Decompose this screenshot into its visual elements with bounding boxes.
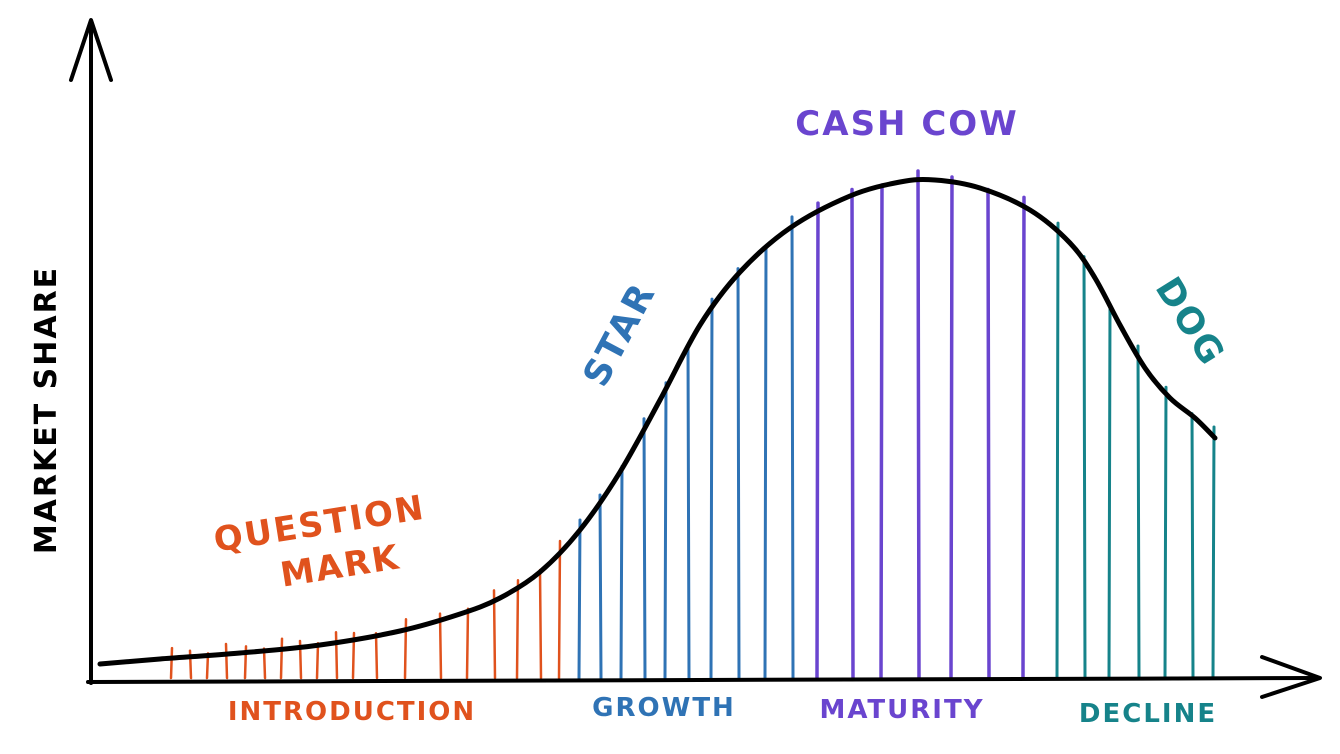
decline-hatch-line xyxy=(1055,221,1060,680)
introduction-hatch-line xyxy=(279,637,284,680)
introduction-hatch-line xyxy=(438,612,443,680)
question-mark-label: QUESTION MARK xyxy=(211,488,428,596)
stage-label-maturity: MATURITY xyxy=(819,695,984,725)
dog-label: DOG xyxy=(1147,270,1233,373)
growth-hatch-line xyxy=(619,464,624,680)
growth-hatch-line xyxy=(709,297,714,680)
decline-hatch-line xyxy=(1190,412,1195,680)
maturity-hatch-line xyxy=(1021,195,1026,680)
introduction-hatch-line xyxy=(334,630,339,680)
x-axis-arrowhead xyxy=(1260,655,1322,699)
introduction-hatch-line xyxy=(492,589,497,680)
cash-cow-label: CASH COW xyxy=(795,104,1018,144)
introduction-hatch-line xyxy=(169,646,174,680)
x-axis xyxy=(86,676,1320,684)
introduction-hatch-line xyxy=(465,607,470,680)
decline-hatching xyxy=(1055,221,1216,680)
lifecycle-curve xyxy=(97,176,1218,667)
decline-hatch-line xyxy=(1136,344,1141,680)
growth-hatch-line xyxy=(736,267,741,680)
introduction-hatch-line xyxy=(374,631,379,680)
stage-label-growth: GROWTH xyxy=(592,693,736,723)
decline-hatch-line xyxy=(1211,425,1216,680)
decline-hatch-line xyxy=(1082,255,1087,680)
introduction-hatch-line xyxy=(515,579,520,680)
maturity-hatch-line xyxy=(986,187,991,680)
introduction-hatch-line xyxy=(538,568,543,680)
maturity-hatch-line xyxy=(916,169,921,680)
growth-hatch-line xyxy=(577,518,582,680)
y-axis-label: MARKET SHARE xyxy=(29,266,64,554)
introduction-hatch-line xyxy=(262,647,267,680)
growth-hatch-line xyxy=(663,381,668,680)
stage-label-introduction: INTRODUCTION xyxy=(228,697,476,727)
maturity-hatch-line xyxy=(949,175,954,680)
growth-hatch-line xyxy=(763,245,768,680)
maturity-hatch-line xyxy=(815,201,820,680)
decline-hatch-line xyxy=(1163,385,1168,680)
star-label: STAR xyxy=(576,276,664,394)
growth-hatch-line xyxy=(790,215,795,680)
y-axis-arrowhead xyxy=(69,18,113,82)
introduction-hatch-line xyxy=(224,642,229,680)
growth-hatch-line xyxy=(642,417,647,680)
growth-hatch-line xyxy=(598,493,603,680)
introduction-hatch-line xyxy=(557,539,562,680)
introduction-hatch-line xyxy=(315,641,320,680)
maturity-hatching xyxy=(815,169,1026,680)
maturity-hatch-line xyxy=(879,183,884,680)
stage-label-decline: DECLINE xyxy=(1079,699,1217,729)
growth-hatch-line xyxy=(686,344,691,680)
maturity-hatch-line xyxy=(850,187,855,680)
growth-hatching xyxy=(577,215,795,680)
decline-hatch-line xyxy=(1107,302,1112,680)
